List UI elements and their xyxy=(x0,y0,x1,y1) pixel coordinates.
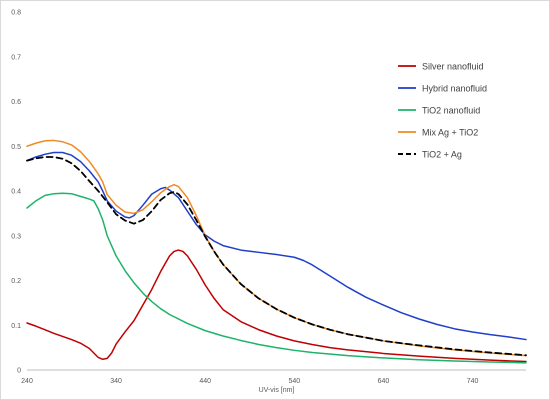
series-layer xyxy=(26,139,527,364)
legend-label-4: TiO2 + Ag xyxy=(422,150,462,160)
y-tick-label: 0.4 xyxy=(11,189,21,196)
y-tick-label: 0.1 xyxy=(11,323,21,330)
legend-label-1: Hybrid nanofluid xyxy=(422,84,487,94)
series-line-3 xyxy=(26,139,527,357)
y-tick-label: 0.6 xyxy=(11,99,21,106)
axes: 0 0.1 0.2 0.3 0.4 0.5 0.6 0.7 0.8 240 340 440 540 640… xyxy=(11,10,526,385)
y-tick-label: 0.3 xyxy=(11,233,21,240)
series-line-1 xyxy=(26,151,527,341)
series-line-4 xyxy=(26,156,527,357)
legend-label-3: Mix Ag + TiO2 xyxy=(422,128,478,138)
series-line-2 xyxy=(26,192,527,364)
x-tick-label: 240 xyxy=(21,378,33,385)
x-axis-title: UV-vis [nm] xyxy=(259,387,295,394)
x-tick-label: 340 xyxy=(110,378,122,385)
y-tick-label: 0.7 xyxy=(11,54,21,61)
legend-label-0: Silver nanofluid xyxy=(422,62,484,72)
x-tick-label: 440 xyxy=(199,378,211,385)
y-tick-label: 0.5 xyxy=(11,144,21,151)
x-tick-label: 640 xyxy=(378,378,390,385)
legend-label-2: TiO2 nanofluid xyxy=(422,106,480,116)
series-line-0 xyxy=(26,249,527,363)
y-tick-label: 0.2 xyxy=(11,278,21,285)
x-tick-label: 540 xyxy=(288,378,300,385)
y-tick-label: 0 xyxy=(17,368,21,375)
y-tick-label: 0.8 xyxy=(11,10,21,17)
legend: Silver nanofluid Hybrid nanofluid TiO2 nan… xyxy=(398,62,487,160)
x-tick-label: 740 xyxy=(467,378,479,385)
